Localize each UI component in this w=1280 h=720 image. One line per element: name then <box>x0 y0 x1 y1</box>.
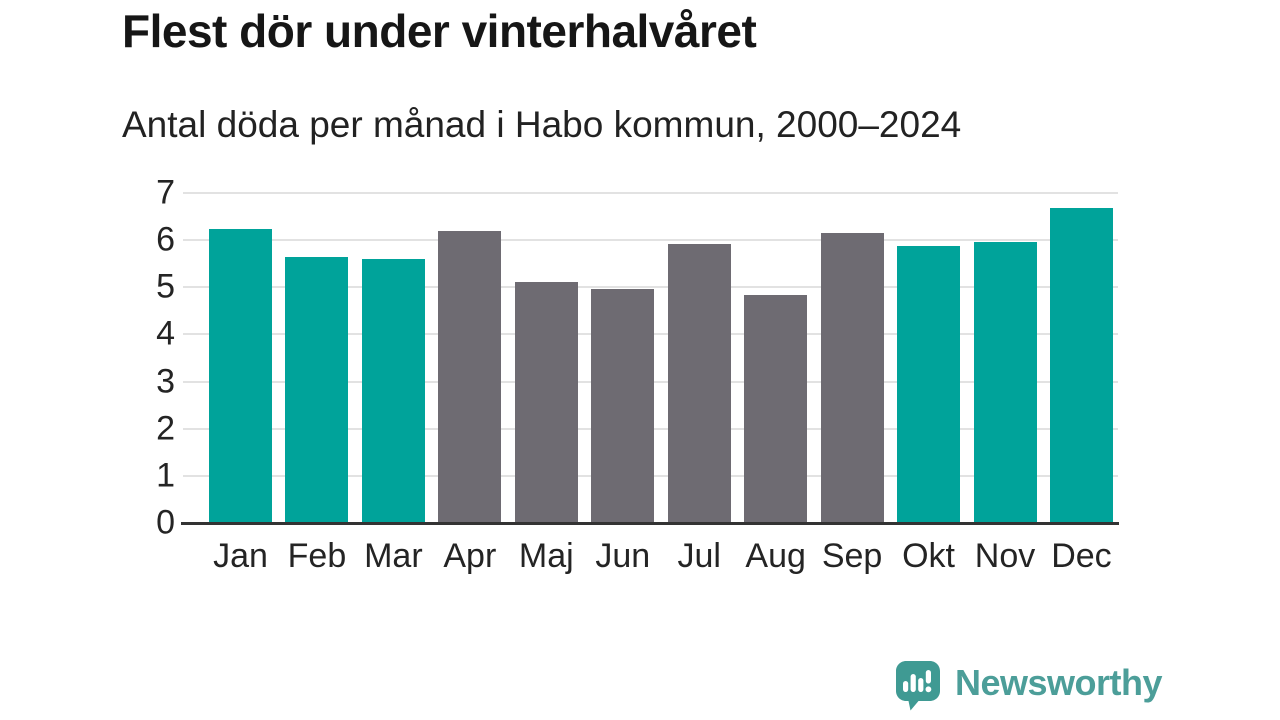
y-tick-label-4: 4 <box>156 314 175 353</box>
x-tick-label-maj: Maj <box>518 537 574 575</box>
chart-title: Flest dör under vinterhalvåret <box>122 5 757 57</box>
bar-dec <box>1049 208 1113 523</box>
x-axis-line <box>181 522 1119 525</box>
y-tick-label-0: 0 <box>156 503 175 542</box>
x-tick-label-nov: Nov <box>974 537 1036 575</box>
y-tick-label-2: 2 <box>156 409 175 448</box>
chart-subtitle: Antal döda per månad i Habo kommun, 2000… <box>122 104 962 145</box>
y-tick-label-1: 1 <box>156 456 175 495</box>
x-tick-label-mar: Mar <box>364 537 423 575</box>
x-tick-label-okt: Okt <box>902 537 955 575</box>
x-tick-label-jun: Jun <box>595 537 651 575</box>
y-tick-label-5: 5 <box>156 267 175 306</box>
bar-feb <box>285 257 349 523</box>
x-tick-label-dec: Dec <box>1051 537 1112 575</box>
bar-jul <box>667 243 731 523</box>
y-tick-label-3: 3 <box>156 361 175 400</box>
x-tick-label-sep: Sep <box>821 537 883 575</box>
bar-jan <box>209 228 272 523</box>
x-tick-label-feb: Feb <box>287 537 347 575</box>
plot-area <box>181 192 1119 525</box>
newsworthy-branding: Newsworthy <box>896 661 1163 711</box>
bar-sep <box>820 232 884 523</box>
y-tick-label-6: 6 <box>156 220 175 259</box>
bar-aug <box>744 294 808 523</box>
x-tick-label-aug: Aug <box>745 537 806 575</box>
newsworthy-logo-icon <box>896 661 940 711</box>
x-tick-label-apr: Apr <box>443 537 497 575</box>
bar-maj <box>514 281 578 523</box>
bar-nov <box>973 242 1037 523</box>
x-tick-label-jul: Jul <box>677 537 721 575</box>
bar-okt <box>897 245 961 523</box>
bar-jun <box>591 289 655 523</box>
gridline-7 <box>183 192 1118 194</box>
y-axis-labels: 0 1 2 3 4 5 6 7 <box>110 175 175 539</box>
x-tick-label-jan: Jan <box>213 537 268 575</box>
brand-name: Newsworthy <box>955 662 1163 703</box>
gridline-5 <box>183 286 1118 289</box>
x-axis-labels: Jan Feb Mar Apr Maj Jun Jul Aug Sep Okt Nov Dec <box>183 537 1118 582</box>
y-tick-label-7: 7 <box>156 173 175 212</box>
bar-apr <box>438 230 502 523</box>
gridline-6 <box>183 239 1118 242</box>
bar-mar <box>361 259 425 523</box>
